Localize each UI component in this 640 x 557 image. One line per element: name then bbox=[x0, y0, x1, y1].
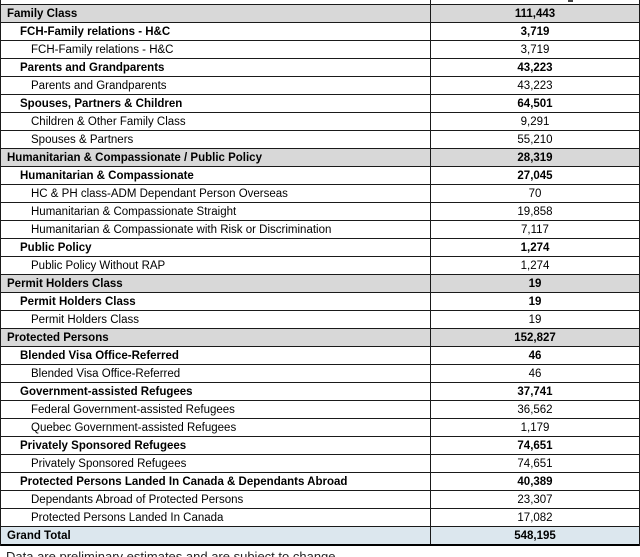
partial-category-cell bbox=[1, 0, 431, 4]
table-row: Parents and Grandparents 43,223 bbox=[1, 59, 639, 77]
category-label: Spouses, Partners & Children bbox=[1, 95, 431, 112]
category-value: 9,291 bbox=[520, 115, 550, 128]
category-value: 43,223 bbox=[517, 79, 553, 92]
table-body: Family Class 111,443 FCH-Family relation… bbox=[1, 5, 639, 546]
category-label: Parents and Grandparents bbox=[1, 77, 431, 94]
table-row: Protected Persons Landed In Canada & Dep… bbox=[1, 473, 639, 491]
table-row: Permit Holders Class 19 bbox=[1, 293, 639, 311]
category-value: 23,307 bbox=[517, 493, 553, 506]
table-row: FCH-Family relations - H&C 3,719 bbox=[1, 41, 639, 59]
category-value: 37,741 bbox=[517, 385, 553, 398]
table-row: Blended Visa Office-Referred 46 bbox=[1, 347, 639, 365]
category-value: 19 bbox=[528, 277, 542, 290]
category-label: Permit Holders Class bbox=[1, 275, 431, 292]
category-value: 19 bbox=[528, 295, 542, 308]
category-label: Humanitarian & Compassionate / Public Po… bbox=[1, 149, 431, 166]
category-label: Family Class bbox=[1, 5, 431, 22]
table-row: Children & Other Family Class 9,291 bbox=[1, 113, 639, 131]
category-value: 1,274 bbox=[520, 259, 550, 272]
category-value: 46 bbox=[528, 367, 542, 380]
category-label: Quebec Government-assisted Refugees bbox=[1, 419, 431, 436]
table-row: Privately Sponsored Refugees 74,651 bbox=[1, 437, 639, 455]
category-label: Blended Visa Office-Referred bbox=[1, 365, 431, 382]
category-value: 27,045 bbox=[517, 169, 553, 182]
category-label: Permit Holders Class bbox=[1, 311, 431, 328]
table-row: Dependants Abroad of Protected Persons 2… bbox=[1, 491, 639, 509]
category-value: 70 bbox=[528, 187, 542, 200]
category-value: 64,501 bbox=[517, 97, 553, 110]
table-row: Federal Government-assisted Refugees 36,… bbox=[1, 401, 639, 419]
table-row: Quebec Government-assisted Refugees 1,17… bbox=[1, 419, 639, 437]
category-value: 17,082 bbox=[517, 511, 553, 524]
category-label: Protected Persons Landed In Canada bbox=[1, 509, 431, 526]
category-label: Blended Visa Office-Referred bbox=[1, 347, 431, 364]
category-label: Privately Sponsored Refugees bbox=[1, 455, 431, 472]
category-label: Government-assisted Refugees bbox=[1, 383, 431, 400]
category-value: 28,319 bbox=[517, 151, 553, 164]
category-label: Humanitarian & Compassionate bbox=[1, 167, 431, 184]
category-value: 3,719 bbox=[520, 25, 550, 38]
category-label: Protected Persons bbox=[1, 329, 431, 346]
table-row: Spouses, Partners & Children 64,501 bbox=[1, 95, 639, 113]
table-row: Grand Total 548,195 bbox=[1, 527, 639, 546]
table-row: HC & PH class-ADM Dependant Person Overs… bbox=[1, 185, 639, 203]
category-label: FCH-Family relations - H&C bbox=[1, 23, 431, 40]
category-value: 152,827 bbox=[514, 331, 556, 344]
table-row: Permit Holders Class 19 bbox=[1, 311, 639, 329]
category-label: FCH-Family relations - H&C bbox=[1, 41, 431, 58]
category-value: 3,719 bbox=[520, 43, 550, 56]
category-value: 43,223 bbox=[517, 61, 553, 74]
category-value: 36,562 bbox=[517, 403, 553, 416]
table-row: Government-assisted Refugees 37,741 bbox=[1, 383, 639, 401]
category-label: Protected Persons Landed In Canada & Dep… bbox=[1, 473, 431, 490]
partial-value-cell bbox=[431, 0, 639, 4]
table-row: Protected Persons 152,827 bbox=[1, 329, 639, 347]
cutoff-digit-fragment bbox=[568, 0, 573, 2]
category-label: Humanitarian & Compassionate Straight bbox=[1, 203, 431, 220]
category-label: Spouses & Partners bbox=[1, 131, 431, 148]
category-value: 111,443 bbox=[514, 7, 556, 20]
category-label: Humanitarian & Compassionate with Risk o… bbox=[1, 221, 431, 238]
category-value: 19,858 bbox=[517, 205, 553, 218]
category-label: Grand Total bbox=[1, 527, 431, 544]
table-row: Permit Holders Class 19 bbox=[1, 275, 639, 293]
category-value: 548,195 bbox=[514, 529, 556, 542]
category-value: 74,651 bbox=[517, 457, 553, 470]
category-label: HC & PH class-ADM Dependant Person Overs… bbox=[1, 185, 431, 202]
category-value: 19 bbox=[528, 313, 542, 326]
table-row: Spouses & Partners 55,210 bbox=[1, 131, 639, 149]
table-row-partial bbox=[1, 0, 639, 5]
table-row: Humanitarian & Compassionate 27,045 bbox=[1, 167, 639, 185]
category-value: 74,651 bbox=[517, 439, 553, 452]
table-row: Public Policy 1,274 bbox=[1, 239, 639, 257]
table-row: Blended Visa Office-Referred 46 bbox=[1, 365, 639, 383]
category-value: 1,179 bbox=[520, 421, 550, 434]
cutoff-caption-text: Data are preliminary estimates and are s… bbox=[6, 549, 340, 557]
category-label: Parents and Grandparents bbox=[1, 59, 431, 76]
category-label: Public Policy Without RAP bbox=[1, 257, 431, 274]
table-row: Parents and Grandparents 43,223 bbox=[1, 77, 639, 95]
table-row: Public Policy Without RAP 1,274 bbox=[1, 257, 639, 275]
table-row: Family Class 111,443 bbox=[1, 5, 639, 23]
category-label: Privately Sponsored Refugees bbox=[1, 437, 431, 454]
category-value: 46 bbox=[528, 349, 542, 362]
table-row: Privately Sponsored Refugees 74,651 bbox=[1, 455, 639, 473]
table-row: Humanitarian & Compassionate Straight 19… bbox=[1, 203, 639, 221]
category-label: Permit Holders Class bbox=[1, 293, 431, 310]
table-row: Protected Persons Landed In Canada 17,08… bbox=[1, 509, 639, 527]
category-value: 55,210 bbox=[517, 133, 553, 146]
category-label: Dependants Abroad of Protected Persons bbox=[1, 491, 431, 508]
table-row: FCH-Family relations - H&C 3,719 bbox=[1, 23, 639, 41]
category-label: Public Policy bbox=[1, 239, 431, 256]
category-value: 40,389 bbox=[517, 475, 553, 488]
cutoff-caption: Data are preliminary estimates and are s… bbox=[0, 546, 640, 557]
table-row: Humanitarian & Compassionate / Public Po… bbox=[1, 149, 639, 167]
category-label: Children & Other Family Class bbox=[1, 113, 431, 130]
category-value: 1,274 bbox=[520, 241, 550, 254]
category-value: 7,117 bbox=[521, 223, 549, 236]
category-label: Federal Government-assisted Refugees bbox=[1, 401, 431, 418]
table-row: Humanitarian & Compassionate with Risk o… bbox=[1, 221, 639, 239]
